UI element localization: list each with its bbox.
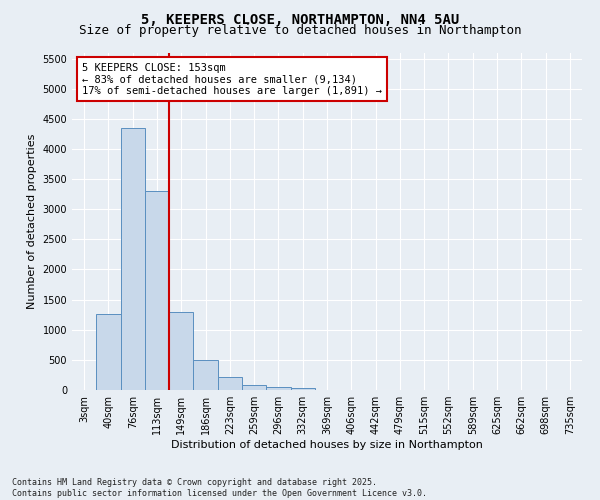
Bar	[193, 360, 218, 390]
Bar	[266, 386, 290, 390]
Bar	[96, 314, 121, 390]
Bar	[290, 388, 315, 390]
Bar	[242, 384, 266, 390]
Text: Size of property relative to detached houses in Northampton: Size of property relative to detached ho…	[79, 24, 521, 37]
Bar	[169, 312, 193, 390]
X-axis label: Distribution of detached houses by size in Northampton: Distribution of detached houses by size …	[171, 440, 483, 450]
Bar	[145, 191, 169, 390]
Bar	[218, 377, 242, 390]
Text: Contains HM Land Registry data © Crown copyright and database right 2025.
Contai: Contains HM Land Registry data © Crown c…	[12, 478, 427, 498]
Y-axis label: Number of detached properties: Number of detached properties	[27, 134, 37, 309]
Text: 5, KEEPERS CLOSE, NORTHAMPTON, NN4 5AU: 5, KEEPERS CLOSE, NORTHAMPTON, NN4 5AU	[141, 12, 459, 26]
Bar	[121, 128, 145, 390]
Text: 5 KEEPERS CLOSE: 153sqm
← 83% of detached houses are smaller (9,134)
17% of semi: 5 KEEPERS CLOSE: 153sqm ← 83% of detache…	[82, 62, 382, 96]
